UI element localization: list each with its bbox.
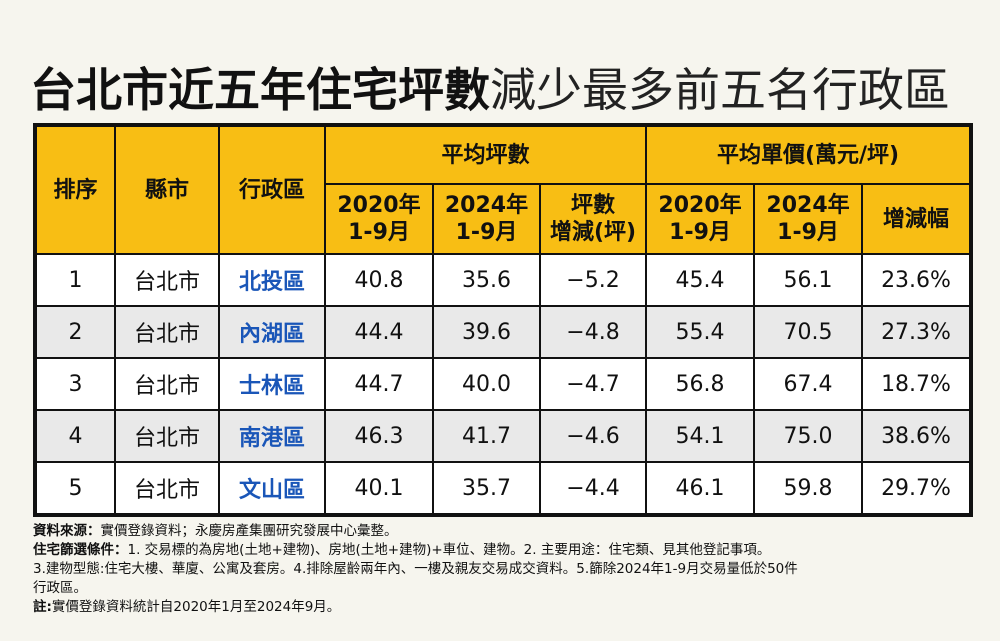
cell-price-2020: 55.4 xyxy=(645,305,756,359)
cell-price-2020: 56.8 xyxy=(645,357,756,411)
cell-county: 台北市 xyxy=(114,409,220,463)
cell-area-2024: 39.6 xyxy=(432,305,541,359)
header-rank: 排序 xyxy=(34,124,116,255)
header-area-2020: 2020年 1-9月 xyxy=(324,183,434,255)
footnotes: 資料來源：實價登錄資料；永慶房產集團研究發展中心彙整。 住宅篩選條件：1. 交易… xyxy=(33,522,983,617)
cell-price-2024: 56.1 xyxy=(753,253,864,307)
cell-area-change: −4.4 xyxy=(538,461,648,516)
title-bold: 台北市近五年住宅坪數 xyxy=(30,63,490,117)
cell-county: 台北市 xyxy=(114,305,220,359)
header-district: 行政區 xyxy=(218,124,326,255)
cell-area-2024: 40.0 xyxy=(432,357,541,411)
header-price-2024: 2024年 1-9月 xyxy=(753,183,864,255)
filter-note-line-2: 3.建物型態:住宅大樓、華廈、公寓及套房。4.排除屋齡兩年內、一樓及親友交易成交… xyxy=(33,561,798,577)
cell-price-2020: 45.4 xyxy=(645,253,756,307)
cell-area-change: −4.8 xyxy=(538,305,648,359)
header-group-area: 平均坪數 xyxy=(323,124,648,185)
title-light: 減少最多前五名行政區 xyxy=(490,63,950,117)
cell-area-2020: 40.1 xyxy=(324,461,434,516)
cell-area-2024: 35.7 xyxy=(432,461,541,516)
cell-area-2024: 35.6 xyxy=(432,253,541,307)
table-row: 5 台北市 文山區 40.1 35.7 −4.4 46.1 59.8 29.7% xyxy=(34,461,973,516)
cell-district: 士林區 xyxy=(218,357,326,411)
header-price-2020: 2020年 1-9月 xyxy=(645,183,756,255)
filter-note-line-3: 行政區。 xyxy=(33,580,87,596)
cell-price-change: 29.7% xyxy=(861,461,973,516)
cell-district: 南港區 xyxy=(218,409,326,463)
cell-district: 文山區 xyxy=(218,461,326,516)
cell-rank: 5 xyxy=(34,461,116,516)
cell-area-2024: 41.7 xyxy=(432,409,541,463)
cell-price-2024: 59.8 xyxy=(753,461,864,516)
table-row: 1 台北市 北投區 40.8 35.6 −5.2 45.4 56.1 23.6% xyxy=(34,253,973,307)
cell-area-2020: 44.7 xyxy=(324,357,434,411)
cell-price-change: 38.6% xyxy=(861,409,973,463)
header-area-2024: 2024年 1-9月 xyxy=(432,183,541,255)
cell-price-2020: 54.1 xyxy=(645,409,756,463)
cell-price-change: 23.6% xyxy=(861,253,973,307)
table-row: 4 台北市 南港區 46.3 41.7 −4.6 54.1 75.0 38.6% xyxy=(34,409,973,463)
cell-price-change: 27.3% xyxy=(861,305,973,359)
cell-price-2024: 75.0 xyxy=(753,409,864,463)
header-group-price: 平均單價(萬元/坪) xyxy=(645,124,973,185)
stats-table: 排序 縣市 行政區 平均坪數 平均單價(萬元/坪) 2020年 1-9月 2024… xyxy=(33,123,974,517)
cell-area-change: −4.7 xyxy=(538,357,648,411)
table-row: 2 台北市 內湖區 44.4 39.6 −4.8 55.4 70.5 27.3% xyxy=(34,305,973,359)
cell-district: 北投區 xyxy=(218,253,326,307)
filter-note: 住宅篩選條件：1. 交易標的為房地(土地+建物)、房地(土地+建物)+車位、建物… xyxy=(33,542,771,558)
cell-price-2024: 67.4 xyxy=(753,357,864,411)
table-row: 3 台北市 士林區 44.7 40.0 −4.7 56.8 67.4 18.7% xyxy=(34,357,973,411)
date-note: 註:實價登錄資料統計自2020年1月至2024年9月。 xyxy=(33,599,341,615)
cell-price-2020: 46.1 xyxy=(645,461,756,516)
cell-price-change: 18.7% xyxy=(861,357,973,411)
cell-rank: 1 xyxy=(34,253,116,307)
header-county: 縣市 xyxy=(114,124,220,255)
cell-rank: 3 xyxy=(34,357,116,411)
cell-county: 台北市 xyxy=(114,461,220,516)
cell-district: 內湖區 xyxy=(218,305,326,359)
cell-area-2020: 46.3 xyxy=(324,409,434,463)
cell-rank: 2 xyxy=(34,305,116,359)
cell-rank: 4 xyxy=(34,409,116,463)
cell-area-2020: 44.4 xyxy=(324,305,434,359)
cell-price-2024: 70.5 xyxy=(753,305,864,359)
source-note: 資料來源：實價登錄資料；永慶房產集團研究發展中心彙整。 xyxy=(33,523,398,539)
cell-area-change: −5.2 xyxy=(538,253,648,307)
header-area-change: 坪數 增減(坪) xyxy=(538,183,648,255)
cell-county: 台北市 xyxy=(114,253,220,307)
cell-area-change: −4.6 xyxy=(538,409,648,463)
cell-county: 台北市 xyxy=(114,357,220,411)
cell-area-2020: 40.8 xyxy=(324,253,434,307)
page-title: 台北市近五年住宅坪數減少最多前五名行政區 xyxy=(30,60,980,120)
header-price-change: 增減幅 xyxy=(861,183,973,255)
